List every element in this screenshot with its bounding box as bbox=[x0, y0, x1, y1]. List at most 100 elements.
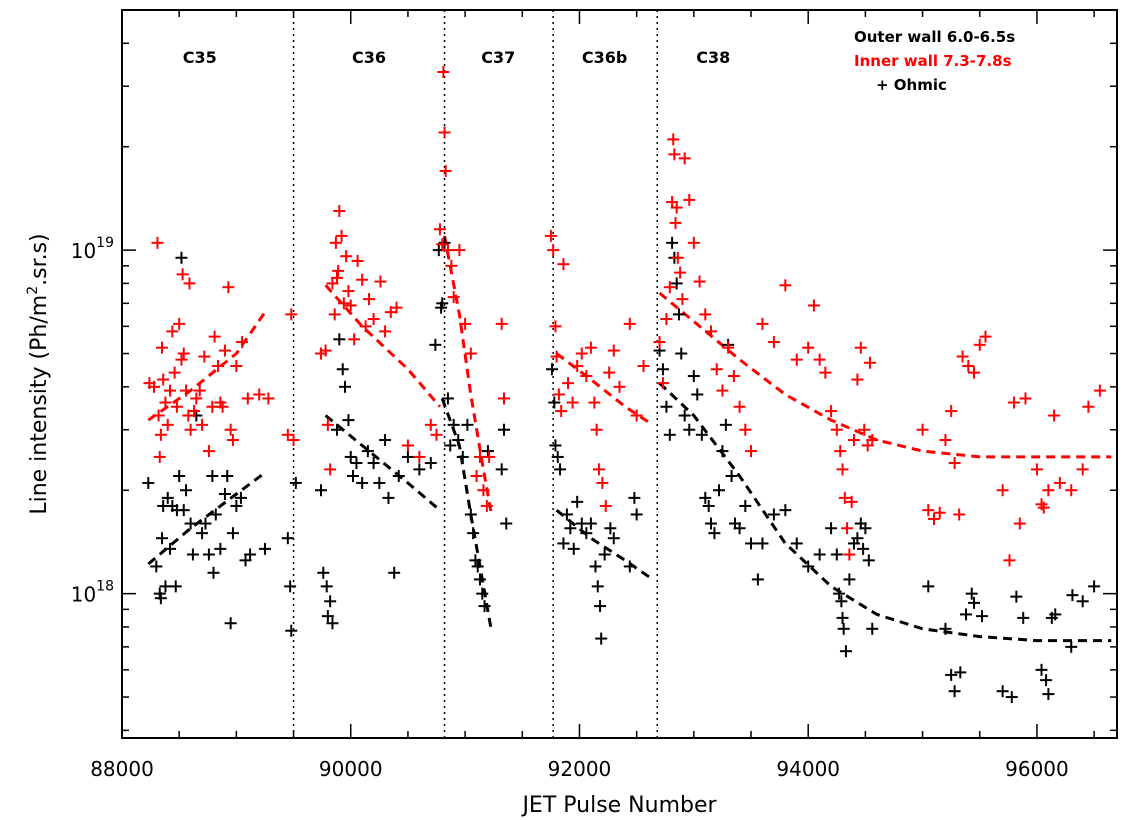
data-point bbox=[825, 405, 838, 418]
data-point bbox=[973, 338, 986, 351]
campaign-label: C38 bbox=[696, 48, 730, 67]
data-point bbox=[170, 400, 183, 413]
data-point bbox=[168, 366, 181, 379]
data-point bbox=[779, 279, 792, 292]
data-point bbox=[716, 445, 729, 458]
data-point bbox=[456, 450, 469, 463]
data-point bbox=[198, 350, 211, 363]
data-point bbox=[623, 317, 636, 330]
data-point bbox=[790, 353, 803, 366]
data-point bbox=[188, 405, 201, 418]
data-point bbox=[623, 560, 636, 573]
data-point bbox=[226, 434, 239, 447]
data-point bbox=[567, 542, 580, 555]
data-point bbox=[164, 384, 177, 397]
data-point bbox=[956, 350, 969, 363]
data-point bbox=[866, 622, 879, 635]
data-point bbox=[320, 580, 333, 593]
campaign-labels: C35 C36 C37 C36b C38 bbox=[183, 48, 731, 67]
data-point bbox=[630, 508, 643, 521]
data-point bbox=[221, 470, 234, 483]
data-point bbox=[473, 573, 486, 586]
data-point bbox=[388, 566, 401, 579]
data-point bbox=[157, 373, 170, 386]
data-point bbox=[224, 617, 237, 630]
data-point bbox=[150, 560, 163, 573]
data-point bbox=[287, 434, 300, 447]
data-point bbox=[751, 573, 764, 586]
data-point bbox=[344, 299, 357, 312]
y-axis-title-end: .sr.s) bbox=[27, 233, 52, 286]
data-point bbox=[326, 617, 339, 630]
data-point bbox=[656, 363, 669, 376]
data-point bbox=[745, 537, 758, 550]
data-point bbox=[841, 522, 854, 535]
data-point bbox=[554, 463, 567, 476]
data-point bbox=[837, 622, 850, 635]
data-point bbox=[481, 445, 494, 458]
data-point bbox=[333, 204, 346, 217]
data-point bbox=[253, 388, 266, 401]
data-point bbox=[779, 504, 792, 517]
data-point bbox=[392, 470, 405, 483]
data-point bbox=[159, 396, 172, 409]
data-point bbox=[495, 463, 508, 476]
y-axis-title-main: Line intensity (Ph/m bbox=[27, 295, 52, 515]
y-axis-title-superscript: 2 bbox=[25, 286, 41, 295]
data-point bbox=[202, 445, 215, 458]
data-point bbox=[413, 463, 426, 476]
data-point bbox=[733, 522, 746, 535]
data-point bbox=[332, 264, 345, 277]
fit-curve bbox=[324, 284, 442, 408]
data-point bbox=[838, 491, 851, 504]
data-point bbox=[670, 277, 683, 290]
data-point bbox=[214, 542, 227, 555]
data-point bbox=[851, 373, 864, 386]
data-point bbox=[340, 250, 353, 263]
data-point bbox=[671, 251, 684, 264]
data-point bbox=[173, 470, 186, 483]
data-point bbox=[175, 251, 188, 264]
data-point bbox=[480, 499, 493, 512]
data-point bbox=[833, 587, 846, 600]
x-tick-label: 94000 bbox=[776, 757, 840, 781]
data-point bbox=[438, 126, 451, 139]
data-point bbox=[802, 341, 815, 354]
data-point bbox=[356, 476, 369, 489]
campaign-label: C36b bbox=[582, 48, 627, 67]
data-point bbox=[476, 587, 489, 600]
data-point bbox=[1088, 580, 1101, 593]
data-point bbox=[996, 484, 1009, 497]
data-point bbox=[739, 423, 752, 436]
data-point bbox=[222, 281, 235, 294]
data-point bbox=[663, 281, 676, 294]
fit-curve bbox=[555, 352, 654, 427]
data-point bbox=[1005, 691, 1018, 704]
legend-entry-inner-wall: Inner wall 7.3-7.8s bbox=[854, 52, 1012, 70]
data-point bbox=[342, 414, 355, 427]
data-point bbox=[447, 418, 460, 431]
data-point bbox=[212, 359, 225, 372]
data-point bbox=[683, 193, 696, 206]
data-point bbox=[180, 384, 193, 397]
data-point bbox=[588, 396, 601, 409]
data-point bbox=[807, 299, 820, 312]
data-point bbox=[544, 229, 557, 242]
data-point bbox=[161, 491, 174, 504]
data-point bbox=[329, 236, 342, 249]
data-point bbox=[154, 428, 167, 441]
data-point bbox=[176, 268, 189, 281]
data-point bbox=[656, 377, 669, 390]
data-point bbox=[207, 566, 220, 579]
data-point bbox=[208, 330, 221, 343]
data-point bbox=[285, 308, 298, 321]
data-point bbox=[436, 297, 449, 310]
data-point bbox=[348, 333, 361, 346]
data-point bbox=[169, 580, 182, 593]
data-point bbox=[928, 512, 941, 525]
data-point bbox=[653, 336, 666, 349]
legend-entry-outer-wall: Outer wall 6.0-6.5s bbox=[854, 28, 1015, 46]
data-point bbox=[199, 517, 212, 530]
data-point bbox=[154, 592, 167, 605]
data-point bbox=[464, 508, 477, 521]
